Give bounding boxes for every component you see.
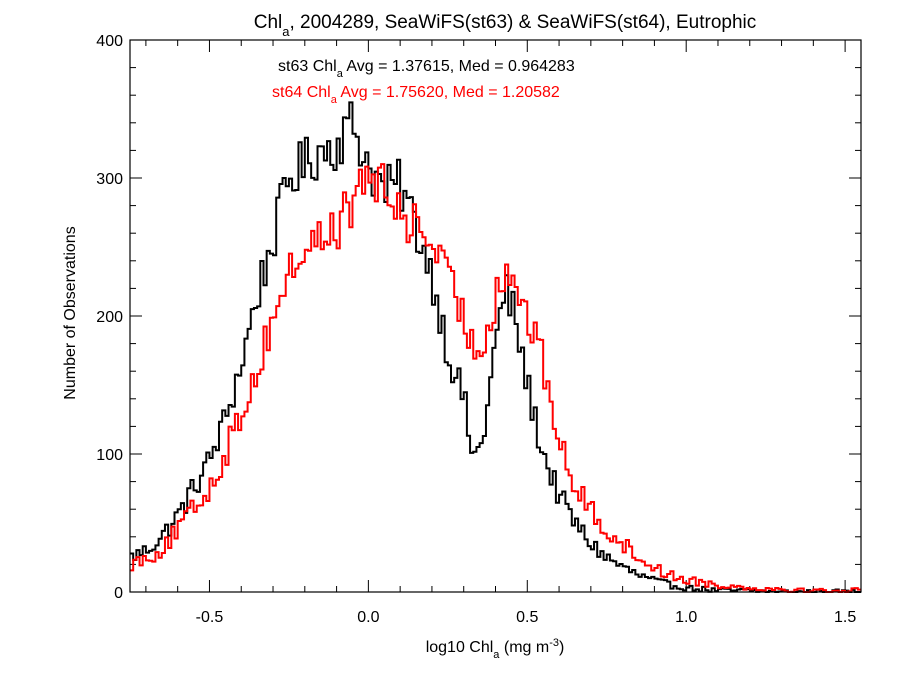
y-tick-label: 300 bbox=[96, 171, 123, 188]
plot-frame bbox=[129, 39, 862, 593]
x-tick-label: -0.5 bbox=[196, 609, 224, 626]
x-tick-label: 1.0 bbox=[675, 609, 697, 626]
axis-ticks: -0.5 0.0 0.5 1.0 1.5 0 100 200 300 400 bbox=[96, 33, 861, 626]
chart-title-subscript: a bbox=[282, 24, 290, 39]
y-tick-label: 200 bbox=[96, 309, 123, 326]
chart-title: Chla, 2004289, SeaWiFS(st63) & SeaWiFS(s… bbox=[254, 12, 757, 39]
x-axis-label: log10 Chla (mg m-3) bbox=[426, 637, 565, 661]
y-tick-label: 400 bbox=[96, 33, 123, 50]
x-tick-label: 0.0 bbox=[357, 609, 379, 626]
series-st63-line bbox=[130, 101, 861, 593]
annotation-st63: st63 Chla Avg = 1.37615, Med = 0.964283 bbox=[278, 58, 575, 80]
series-st64-line bbox=[130, 163, 861, 593]
y-tick-label: 100 bbox=[96, 447, 123, 464]
histogram-series bbox=[130, 101, 861, 593]
svg-text:Number of Observations: Number of Observations bbox=[62, 226, 79, 399]
y-axis-label: Number of Observations bbox=[62, 226, 79, 399]
annotation-st64: st64 Chla Avg = 1.75620, Med = 1.20582 bbox=[272, 84, 560, 106]
x-tick-label: 1.5 bbox=[834, 609, 856, 626]
y-tick-label: 0 bbox=[114, 585, 123, 602]
x-tick-label: 0.5 bbox=[516, 609, 538, 626]
